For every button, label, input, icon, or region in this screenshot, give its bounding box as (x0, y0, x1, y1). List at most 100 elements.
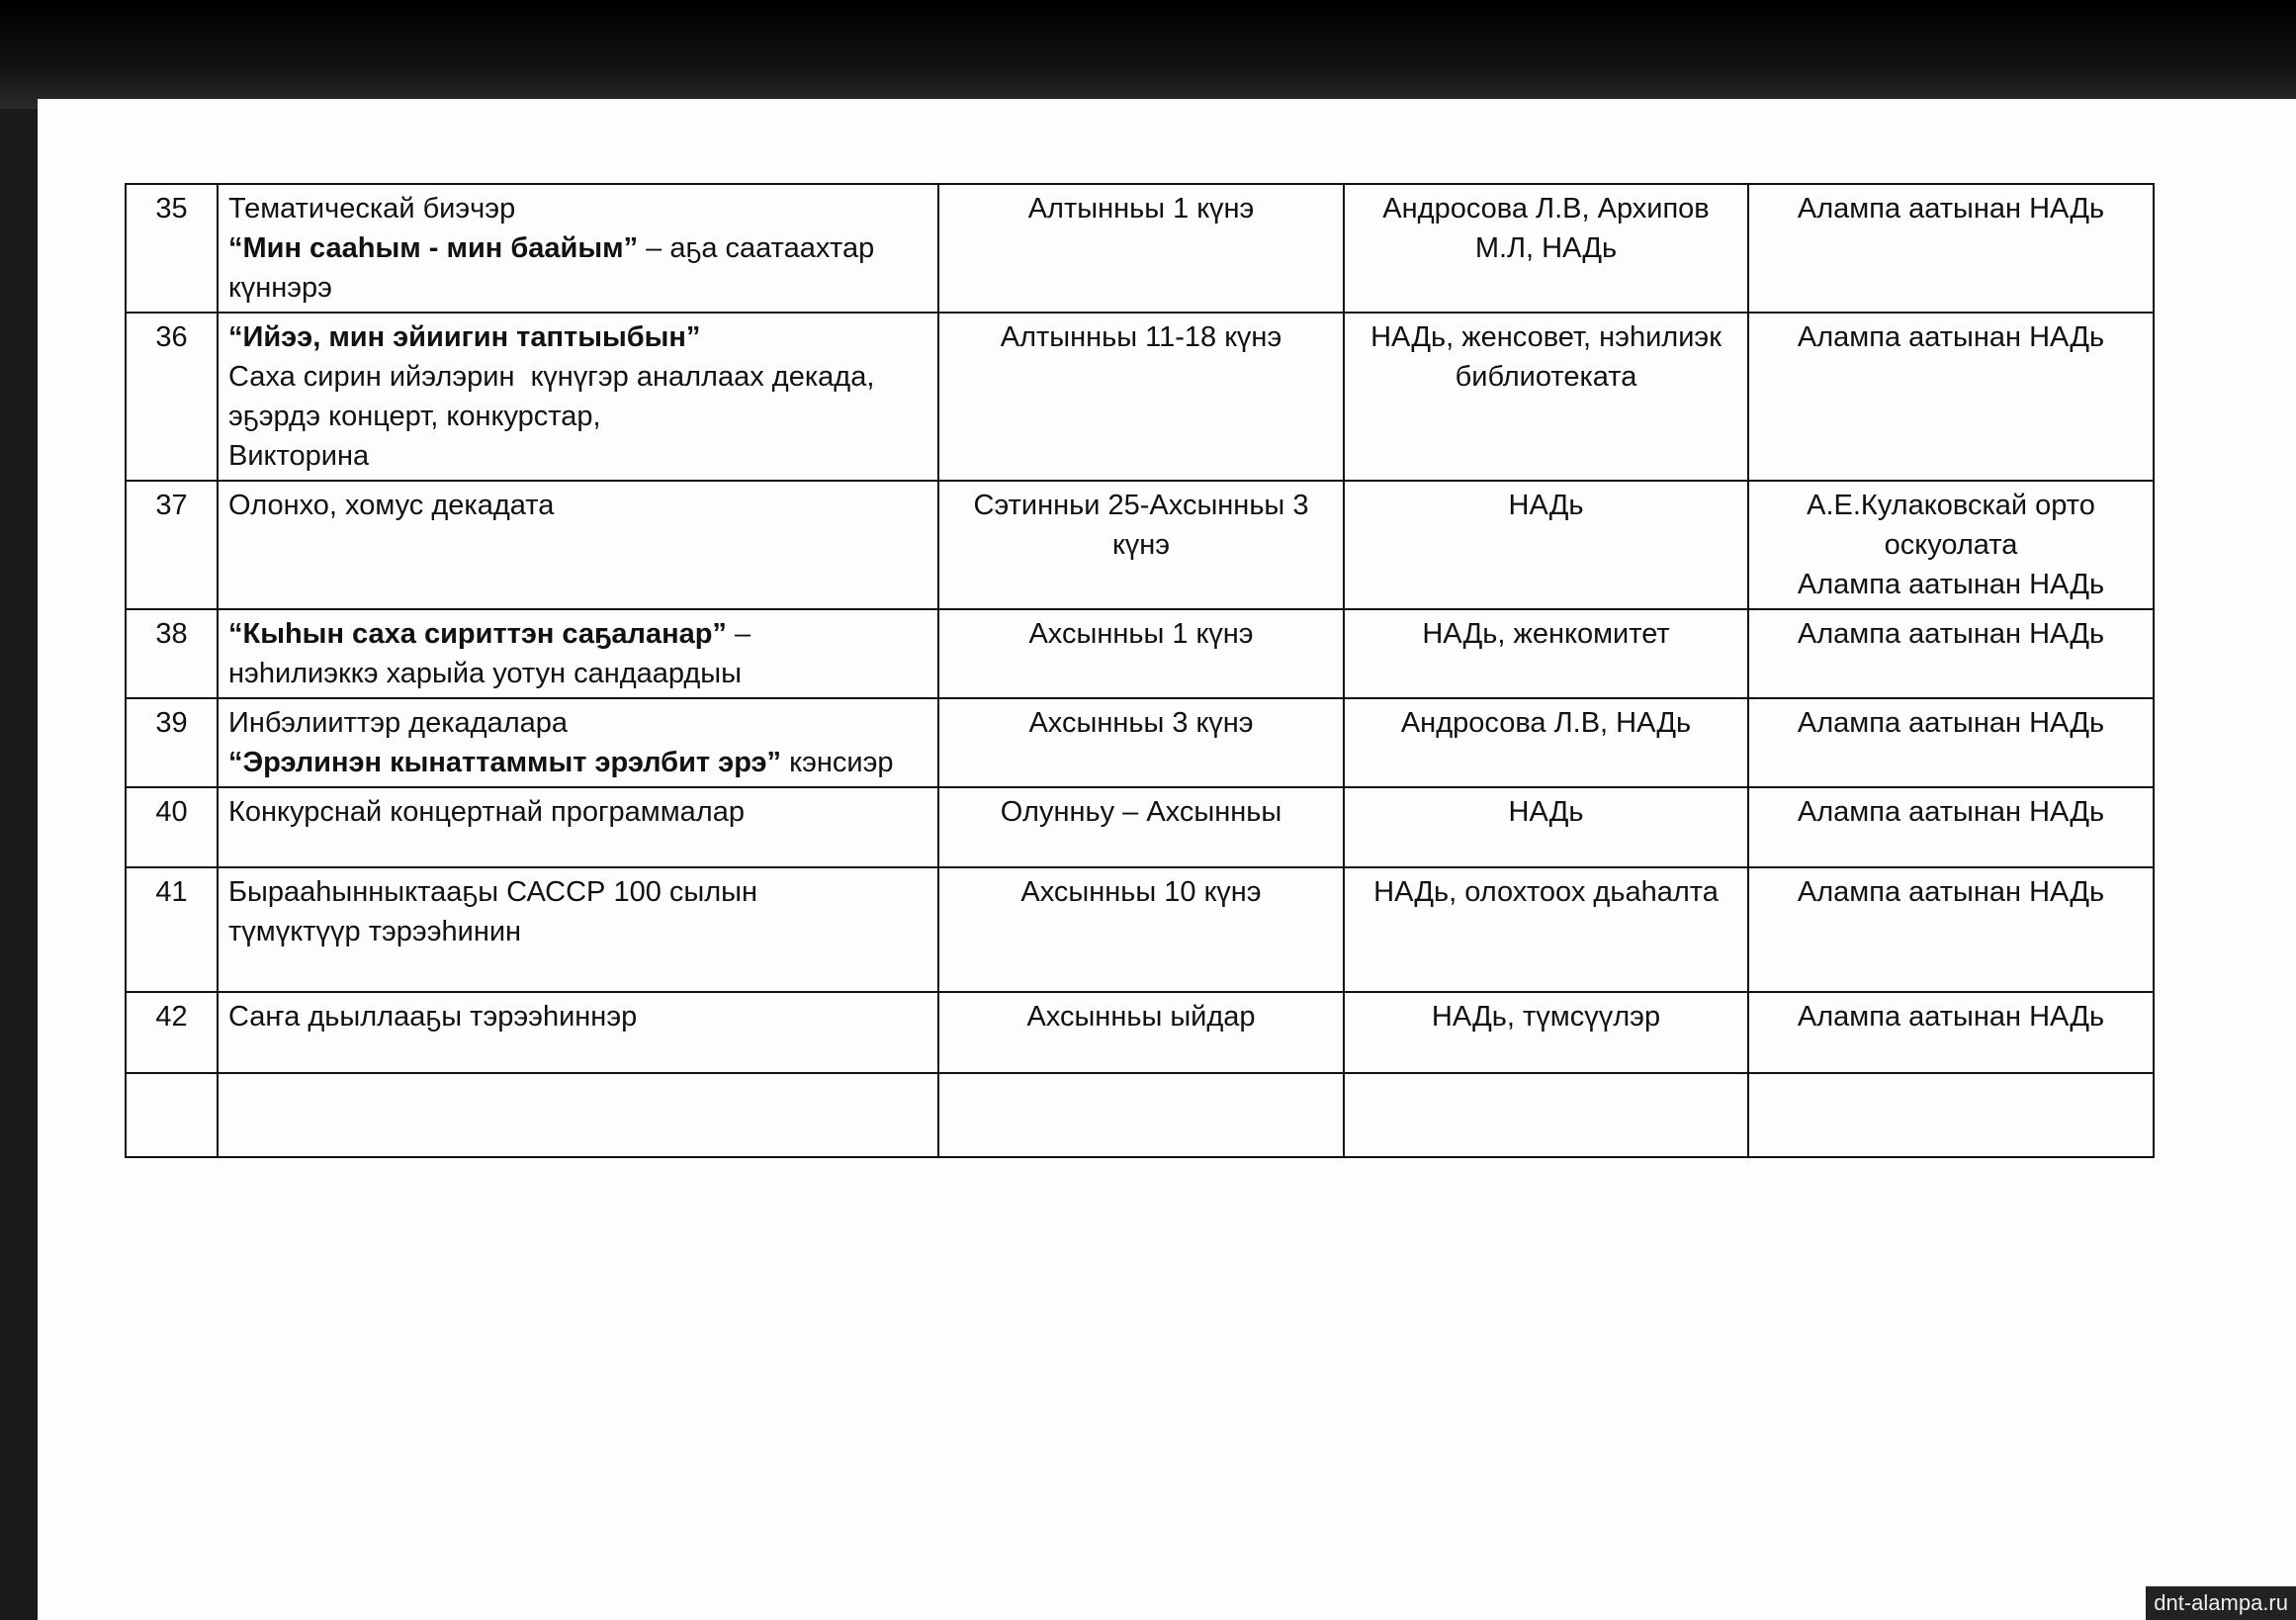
event-line: “Эрэлинэн кынаттаммыт эрэлбит эрэ” кэнси… (228, 743, 927, 782)
row-number: 41 (125, 866, 219, 993)
dates-cell: Ахсынньы ыйдар (937, 991, 1345, 1074)
event-text: Олонхо, хомус декадата (228, 490, 555, 521)
row-number: 36 (125, 312, 219, 482)
table-row: 39 Инбэлииттэр декадалара “Эрэлинэн кынатт… (125, 697, 2155, 788)
event-line: “Кыһын саха сириттэн саҕаланар” – (228, 614, 927, 654)
empty-cell (217, 1072, 939, 1158)
empty-cell (125, 1072, 219, 1158)
event-line: Олонхо, хомус декадата (228, 486, 927, 525)
location-line: Алампа аатынан НАДь (1797, 796, 2105, 828)
responsible-cell: НАДь, түмсүүлэр (1343, 991, 1749, 1074)
location-cell: Алампа аатынан НАДь (1747, 697, 2155, 788)
responsible-cell: НАДь (1343, 786, 1749, 868)
event-line: Викторина (228, 436, 927, 476)
event-cell: Тематическай биэчэр “Мин сааһым - мин баа… (217, 183, 939, 314)
location-line: Алампа аатынан НАДь (1797, 321, 2105, 353)
location-cell: А.Е.Кулаковскай орто оскуолата Алампа аат… (1747, 480, 2155, 610)
row-number: 42 (125, 991, 219, 1074)
location-line: Алампа аатынан НАДь (1797, 1001, 2105, 1033)
dates-cell: Сэтинньи 25-Ахсынньы 3 күнэ (937, 480, 1345, 610)
plan-table: 35 Тематическай биэчэр “Мин сааһым - мин б… (125, 183, 2155, 1158)
event-line: Тематическай биэчэр (228, 189, 927, 228)
event-cell: Инбэлииттэр декадалара “Эрэлинэн кынаттам… (217, 697, 939, 788)
location-line: Алампа аатынан НАДь (1797, 193, 2105, 225)
event-title: “Ийээ, мин эйиигин таптыыбын” (228, 321, 701, 353)
event-line: Саҥа дьыллааҕы тэрээһиннэр (228, 997, 927, 1036)
location-line: Алампа аатынан НАДь (1797, 876, 2105, 908)
watermark: dnt-alampa.ru (2146, 1586, 2296, 1620)
event-line: Конкурснай концертнай программалар (228, 792, 927, 832)
table-row: 42 Саҥа дьыллааҕы тэрээһиннэр Ахсынньы ыйд… (125, 991, 2155, 1074)
event-line: Саха сирин ийэлэрин күнүгэр аналлаах дек… (228, 357, 927, 397)
responsible-cell: Андросова Л.В, НАДь (1343, 697, 1749, 788)
location-cell: Алампа аатынан НАДь (1747, 183, 2155, 314)
dates-cell: Алтынньы 1 күнэ (937, 183, 1345, 314)
event-cell: Конкурснай концертнай программалар (217, 786, 939, 868)
event-line: Инбэлииттэр декадалара (228, 703, 927, 743)
location-cell: Алампа аатынан НАДь (1747, 866, 2155, 993)
table-row: 37 Олонхо, хомус декадата Сэтинньи 25-Ахсы… (125, 480, 2155, 610)
table-body: 35 Тематическай биэчэр “Мин сааһым - мин б… (125, 183, 2155, 1158)
location-line: А.Е.Кулаковскай орто оскуолата (1807, 490, 2095, 561)
responsible-cell: Андросова Л.В, Архипов М.Л, НАДь (1343, 183, 1749, 314)
empty-cell (1343, 1072, 1749, 1158)
table-row: 35 Тематическай биэчэр “Мин сааһым - мин б… (125, 183, 2155, 314)
event-text: – аҕа саатаахтар күннэрэ (228, 232, 883, 304)
responsible-cell: НАДь, олохтоох дьаһалта (1343, 866, 1749, 993)
location-line: Алампа аатынан НАДь (1797, 618, 2105, 650)
event-line: “Мин сааһым - мин баайым” – аҕа саатаахт… (228, 228, 927, 308)
event-text: Конкурснай концертнай программалар (228, 796, 745, 828)
event-line: “Ийээ, мин эйиигин таптыыбын” (228, 317, 927, 357)
event-text: нэһилиэккэ харыйа уотун сандаардыы (228, 658, 742, 689)
table-row: 41 Бырааһынныктааҕы САССР 100 сылын түмүкт… (125, 866, 2155, 993)
event-line: эҕэрдэ концерт, конкурстар, (228, 397, 927, 436)
empty-cell (937, 1072, 1345, 1158)
event-text: Бырааһынныктааҕы САССР 100 сылын (228, 876, 758, 908)
event-line: Бырааһынныктааҕы САССР 100 сылын (228, 872, 927, 912)
row-number: 39 (125, 697, 219, 788)
location-cell: Алампа аатынан НАДь (1747, 608, 2155, 699)
event-line: нэһилиэккэ харыйа уотун сандаардыы (228, 654, 927, 693)
dates-cell: Ахсынньы 3 күнэ (937, 697, 1345, 788)
event-text: Викторина (228, 440, 370, 472)
responsible-cell: НАДь, женсовет, нэһилиэк библиотеката (1343, 312, 1749, 482)
row-number: 35 (125, 183, 219, 314)
event-line: түмүктүүр тэрээһинин (228, 912, 927, 951)
event-text: – (726, 618, 751, 650)
dates-cell: Ахсынньы 1 күнэ (937, 608, 1345, 699)
event-title: “Эрэлинэн кынаттаммыт эрэлбит эрэ” (228, 747, 782, 778)
event-cell: Олонхо, хомус декадата (217, 480, 939, 610)
event-text: Инбэлииттэр декадалара (228, 707, 569, 739)
scan-edge (0, 0, 2296, 109)
empty-row (125, 1072, 2155, 1158)
event-title: “Кыһын саха сириттэн саҕаланар” (228, 618, 727, 650)
table-row: 40 Конкурснай концертнай программалар Олун… (125, 786, 2155, 868)
location-line: Алампа аатынан НАДь (1797, 707, 2105, 739)
table-row: 38 “Кыһын саха сириттэн саҕаланар” – нэһил… (125, 608, 2155, 699)
empty-cell (1747, 1072, 2155, 1158)
event-cell: “Ийээ, мин эйиигин таптыыбын” Саха сирин … (217, 312, 939, 482)
event-text: кэнсиэр (781, 747, 894, 778)
event-text: Саҥа дьыллааҕы тэрээһиннэр (228, 1001, 638, 1033)
location-cell: Алампа аатынан НАДь (1747, 312, 2155, 482)
event-text: Тематическай биэчэр (228, 193, 516, 225)
table-row: 36 “Ийээ, мин эйиигин таптыыбын” Саха сири… (125, 312, 2155, 482)
responsible-cell: НАДь, женкомитет (1343, 608, 1749, 699)
dates-cell: Алтынньы 11-18 күнэ (937, 312, 1345, 482)
dates-cell: Ахсынньы 10 күнэ (937, 866, 1345, 993)
location-cell: Алампа аатынан НАДь (1747, 786, 2155, 868)
event-text: түмүктүүр тэрээһинин (228, 916, 522, 947)
location-line: Алампа аатынан НАДь (1797, 569, 2105, 600)
event-cell: Саҥа дьыллааҕы тэрээһиннэр (217, 991, 939, 1074)
event-cell: Бырааһынныктааҕы САССР 100 сылын түмүктүү… (217, 866, 939, 993)
responsible-cell: НАДь (1343, 480, 1749, 610)
row-number: 40 (125, 786, 219, 868)
dates-cell: Олунньу – Ахсынньы (937, 786, 1345, 868)
row-number: 37 (125, 480, 219, 610)
event-text: Саха сирин ийэлэрин күнүгэр аналлаах дек… (228, 361, 875, 393)
row-number: 38 (125, 608, 219, 699)
event-title: “Мин сааһым - мин баайым” (228, 232, 639, 264)
event-cell: “Кыһын саха сириттэн саҕаланар” – нэһилиэ… (217, 608, 939, 699)
location-cell: Алампа аатынан НАДь (1747, 991, 2155, 1074)
